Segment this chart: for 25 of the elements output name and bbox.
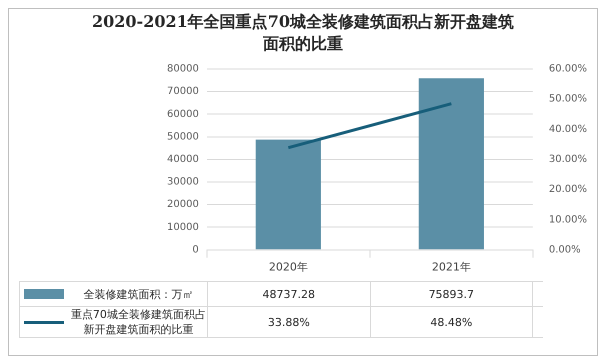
y-tick-label: 80000 (167, 64, 199, 75)
chart-title: 2020-2021年全国重点70城全装修建筑面积占新开盘建筑面积的比重 (91, 11, 515, 55)
x-tick-label: 2021年 (432, 260, 471, 274)
y-tick-label: 0 (192, 244, 199, 256)
y-tick-label: 10000 (167, 222, 199, 233)
y-tick-label: 70000 (167, 86, 199, 98)
y2-tick-label: 60.00% (548, 64, 588, 75)
y2-tick-label: 0.00% (548, 244, 581, 256)
y2-tick-label: 20.00% (548, 184, 588, 196)
y2-tick-label: 10.00% (548, 214, 588, 226)
y2-tick-label: 50.00% (548, 94, 588, 105)
legend-label: 全装修建筑面积：万㎡ (82, 286, 194, 302)
y-tick-label: 30000 (167, 176, 199, 188)
y2-tick-label: 40.00% (548, 124, 588, 135)
y-tick-label: 50000 (167, 131, 199, 142)
data-label: 75893.7 (370, 282, 533, 306)
data-label: 48.48% (370, 307, 533, 337)
y-tick-label: 40000 (167, 154, 199, 165)
data-label: 48737.28 (206, 282, 370, 306)
data-label: 33.88% (206, 307, 370, 337)
y2-tick-label: 30.00% (548, 154, 588, 165)
y-tick-label: 60000 (167, 108, 199, 120)
legend-label: 重点70城全装修建筑面积占新开盘建筑面积的比重 (70, 307, 207, 337)
y-tick-label: 20000 (167, 199, 199, 210)
x-tick-label: 2020年 (268, 260, 308, 274)
